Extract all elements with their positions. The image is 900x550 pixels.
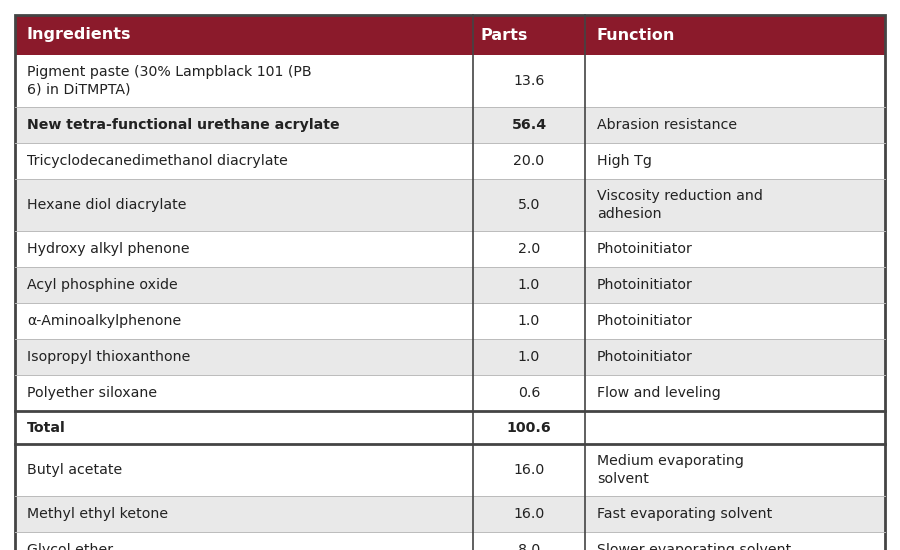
- Text: 1.0: 1.0: [518, 314, 540, 328]
- Text: Ingredients: Ingredients: [27, 28, 131, 42]
- Text: Medium evaporating
solvent: Medium evaporating solvent: [597, 454, 744, 486]
- Bar: [15, 15, 885, 55]
- Text: Function: Function: [597, 28, 675, 42]
- Text: 100.6: 100.6: [507, 421, 552, 434]
- Text: New tetra-functional urethane acrylate: New tetra-functional urethane acrylate: [27, 118, 339, 132]
- Text: 0.6: 0.6: [518, 386, 540, 400]
- Text: Isopropyl thioxanthone: Isopropyl thioxanthone: [27, 350, 191, 364]
- Bar: [15, 179, 885, 231]
- Text: Hexane diol diacrylate: Hexane diol diacrylate: [27, 198, 186, 212]
- Text: 8.0: 8.0: [518, 543, 540, 550]
- Text: 1.0: 1.0: [518, 350, 540, 364]
- Bar: [15, 107, 885, 143]
- Text: Hydroxy alkyl phenone: Hydroxy alkyl phenone: [27, 242, 190, 256]
- Text: 16.0: 16.0: [513, 507, 544, 521]
- Text: Glycol ether: Glycol ether: [27, 543, 113, 550]
- Text: 1.0: 1.0: [518, 278, 540, 292]
- Text: Photoinitiator: Photoinitiator: [597, 314, 693, 328]
- Text: Flow and leveling: Flow and leveling: [597, 386, 721, 400]
- Text: Photoinitiator: Photoinitiator: [597, 242, 693, 256]
- Bar: [15, 444, 885, 496]
- Bar: [15, 411, 885, 444]
- Bar: [15, 231, 885, 267]
- Text: 13.6: 13.6: [513, 74, 544, 88]
- Text: α-Aminoalkylphenone: α-Aminoalkylphenone: [27, 314, 181, 328]
- Text: Acyl phosphine oxide: Acyl phosphine oxide: [27, 278, 178, 292]
- Bar: [15, 496, 885, 532]
- Text: Abrasion resistance: Abrasion resistance: [597, 118, 737, 132]
- Bar: [15, 303, 885, 339]
- Text: Methyl ethyl ketone: Methyl ethyl ketone: [27, 507, 168, 521]
- Bar: [15, 55, 885, 107]
- Text: 5.0: 5.0: [518, 198, 540, 212]
- Text: High Tg: High Tg: [597, 154, 652, 168]
- Text: Parts: Parts: [481, 28, 528, 42]
- Text: Pigment paste (30% Lampblack 101 (PB
6) in DiTMPTA): Pigment paste (30% Lampblack 101 (PB 6) …: [27, 65, 311, 97]
- Bar: [15, 267, 885, 303]
- Bar: [15, 375, 885, 411]
- Text: Total: Total: [27, 421, 66, 434]
- Text: 56.4: 56.4: [511, 118, 546, 132]
- Text: 16.0: 16.0: [513, 463, 544, 477]
- Text: Fast evaporating solvent: Fast evaporating solvent: [597, 507, 772, 521]
- Text: Slower evaporating solvent: Slower evaporating solvent: [597, 543, 791, 550]
- Text: Viscosity reduction and
adhesion: Viscosity reduction and adhesion: [597, 189, 763, 221]
- Text: Polyether siloxane: Polyether siloxane: [27, 386, 158, 400]
- Text: Butyl acetate: Butyl acetate: [27, 463, 122, 477]
- Bar: [15, 339, 885, 375]
- Text: Photoinitiator: Photoinitiator: [597, 350, 693, 364]
- Text: 2.0: 2.0: [518, 242, 540, 256]
- Text: Photoinitiator: Photoinitiator: [597, 278, 693, 292]
- Bar: [15, 532, 885, 550]
- Text: 20.0: 20.0: [513, 154, 544, 168]
- Text: Tricyclodecanedimethanol diacrylate: Tricyclodecanedimethanol diacrylate: [27, 154, 288, 168]
- Bar: [15, 143, 885, 179]
